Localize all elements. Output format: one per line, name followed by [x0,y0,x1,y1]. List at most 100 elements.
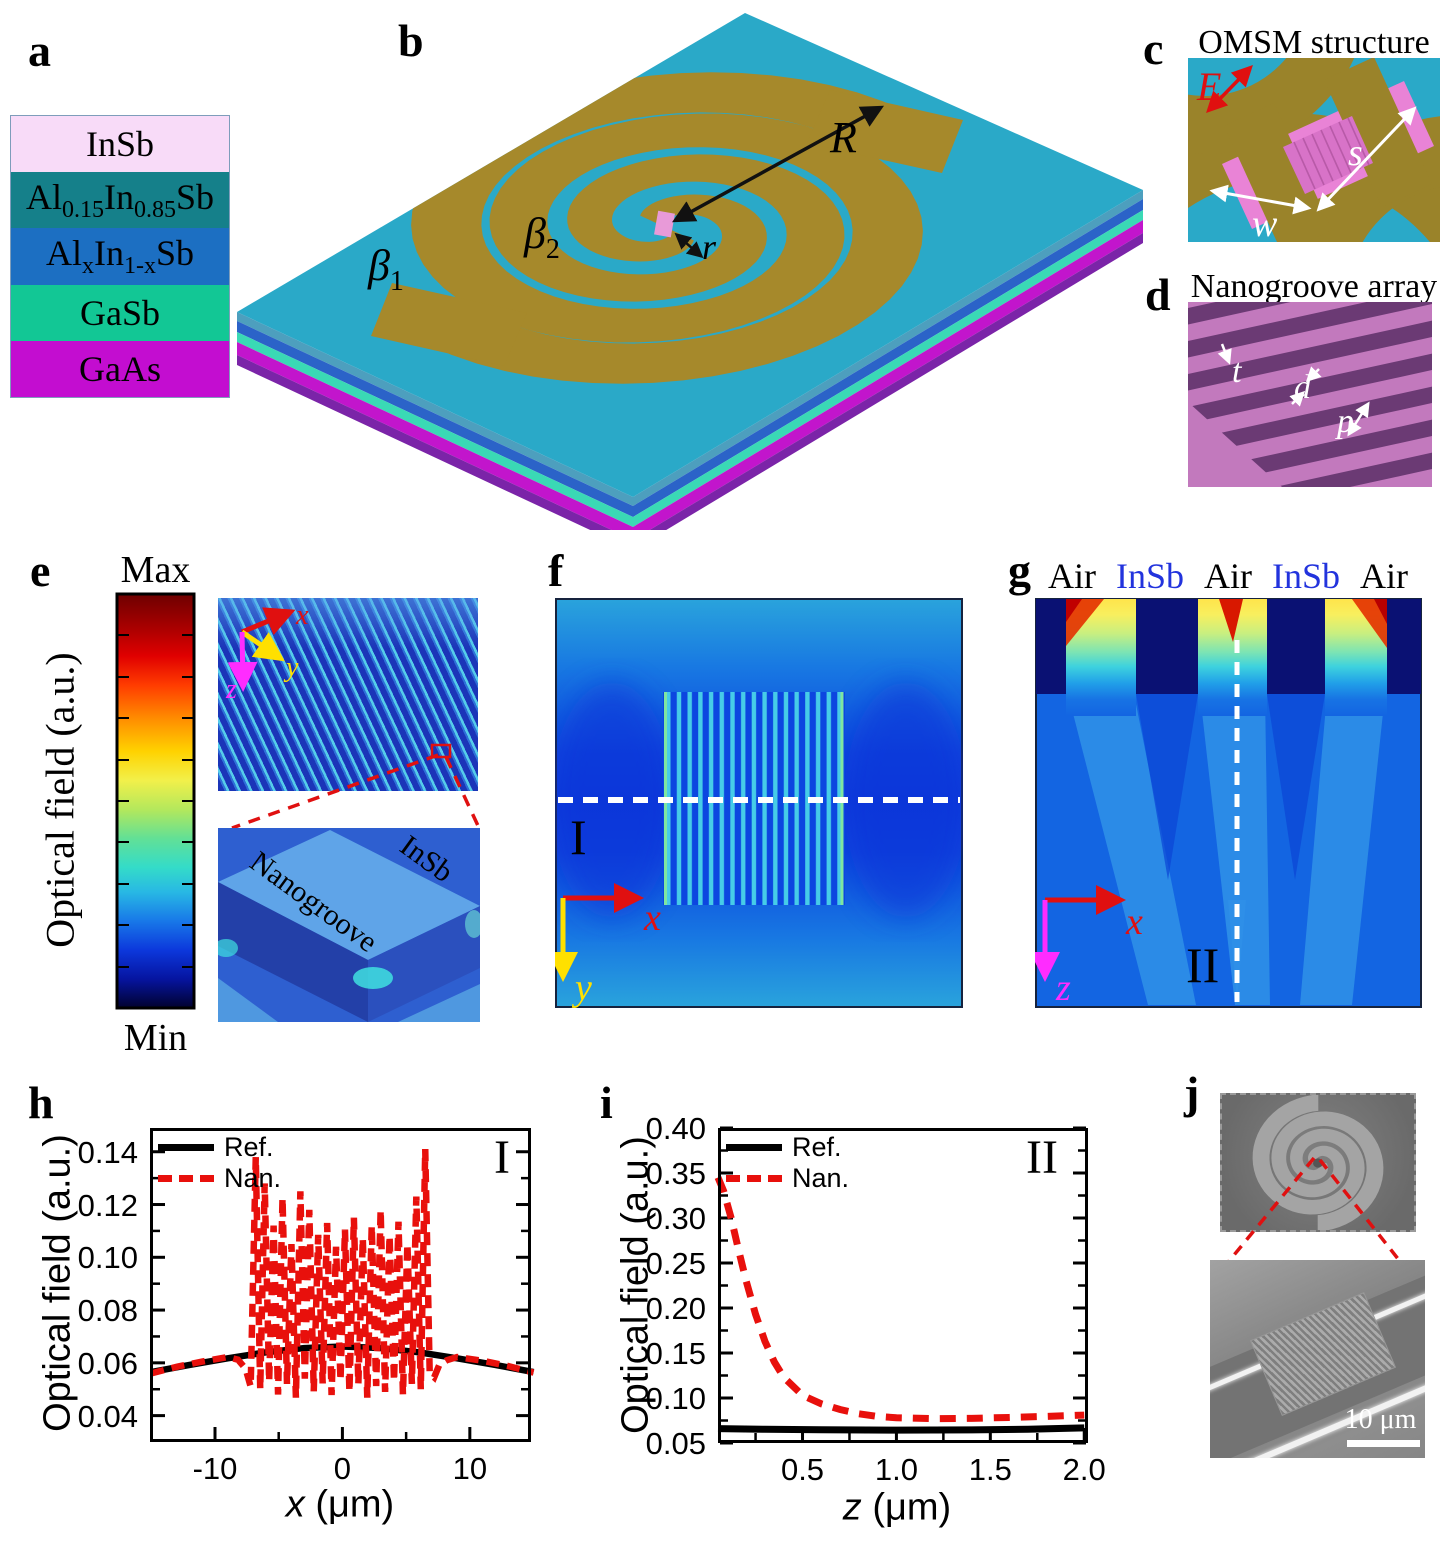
lower-ridge-left [218,978,278,1022]
beta2-label: β2 [524,208,560,266]
slab-side-magenta [237,220,1143,530]
y-tick-label: 0.06 [77,1345,138,1381]
header-insb-1: InSb [1115,556,1184,596]
w-label: w [1252,203,1278,242]
chart-i-xunit: (μm) [861,1486,952,1529]
layer-alinsb-015: Al0.15In0.85Sb [11,172,229,229]
z-axis-label-g: z [1055,967,1071,1008]
ref-legend-label-i: Ref. [792,1131,842,1162]
scale-bar [1347,1440,1420,1447]
y-axis-label: y [283,652,299,683]
scale-bar-label: 10 μm [1344,1404,1417,1435]
y-tick-label: 0.12 [77,1187,138,1223]
header-air-2: Air [1203,556,1252,596]
x-axis-arrow [241,607,296,636]
legend-row-nan: Nan. [158,1162,282,1193]
beta1-label: β1 [368,240,404,298]
inset-axes: x y z [225,600,309,705]
colorbar [115,592,196,1010]
layer-insb: InSb [11,116,229,173]
hotspot-1b [1066,599,1082,622]
nan-line-sample [158,1174,214,1182]
r-label: r [702,227,717,267]
x-tick-label: 1.0 [874,1452,918,1487]
header-air-1: Air [1048,556,1096,596]
layer-gasb-label: GaSb [80,292,160,333]
chart-i-xlabel: z (μm) [843,1487,951,1530]
ridge-front-face [368,906,480,1022]
chart-canvas [714,1126,1088,1445]
z-axis-arrow [227,631,258,692]
panel-c-title: OMSM structure [1198,24,1430,61]
ref-line-sample-i [726,1143,782,1151]
d-arrow-upper [1305,366,1322,383]
lower-ridge-right [398,984,480,1022]
y-tick-label: 0.15 [645,1336,706,1371]
d-label: d [1294,369,1312,406]
hotspot-2 [1219,599,1243,642]
header-insb-2: InSb [1271,556,1340,596]
sem-zoom-connectors [1218,1156,1412,1276]
beta2-sub: 2 [545,233,560,265]
dark-wedge-2 [1267,694,1325,880]
colorbar-title: Optical field (a.u.) [37,652,83,948]
nan-legend-label: Nan. [224,1162,282,1193]
legend-row-ref-i: Ref. [726,1131,849,1162]
x-axis-label: x [295,600,309,631]
spiral-arm-2 [405,113,923,384]
x-axis-label-g: x [1125,901,1143,943]
y-tick-label: 0.14 [77,1134,138,1170]
y-tick-label: 0.30 [645,1201,706,1236]
chart-frame [718,1128,1088,1443]
hotspot-1 [1066,599,1104,646]
panel-label-c: c [1143,23,1164,74]
layer-alinsb-015-label: Al0.15In0.85Sb [25,177,215,224]
chart-h-plot-area: -10 0 10 0.04 0.06 0.08 0.10 0.12 0.14 [78,1128,535,1486]
series-Nan. [150,1149,535,1398]
s-label: s [1348,132,1363,174]
legend-row-nan-i: Nan. [726,1163,849,1193]
E-label: E [1196,64,1221,109]
R-label: R [830,113,857,162]
zoom-line-left [231,753,439,830]
zoom-connector-lines [231,743,482,831]
colorbar-ticks [117,634,194,968]
sem-spiral-arm-2 [1271,1111,1384,1232]
chart-h-annotation: I [494,1131,510,1184]
w-dimension-arrow [1209,184,1312,215]
y-axis-arrow [240,629,285,662]
panel-label-g: g [1008,545,1031,596]
sem-zoom-line-right [1318,1158,1412,1276]
field-map-top-view: x y [555,598,963,1008]
ridge-left-face [218,882,368,1022]
chart-i-ylabel: Optical field (a.u.) [614,1136,657,1434]
E-field-arrow [1206,64,1253,114]
dark-region-right [844,682,963,918]
panel-label-h: h [28,1077,54,1128]
field-map-cross-section: x z [1035,598,1422,1008]
x-tick-label: 1.5 [968,1452,1012,1487]
chart-h-xlabel: x (μm) [286,1484,394,1527]
t-label: t [1232,353,1243,390]
slab-side-blue [237,199,1143,517]
y-tick-label: 0.05 [645,1426,706,1461]
series-Ref. [717,1424,1085,1434]
z-axis-label: z [225,674,237,705]
layer-alinsb-x: AlxIn1-xSb [11,228,229,285]
x-tick-label: -10 [192,1451,238,1486]
x-tick-label: 2.0 [1062,1452,1106,1487]
nan-line-sample-i [726,1174,782,1182]
y-tick-label: 0.40 [645,1111,706,1146]
panel-label-b: b [398,15,424,66]
s-dimension-arrow [1316,106,1417,212]
y-tick-label: 0.25 [645,1246,706,1281]
chart-h-legend: Ref. Nan. [158,1132,282,1193]
spiral-feed-tab-2 [371,283,527,366]
layer-alinsb-x-label: AlxIn1-xSb [45,233,195,280]
layer-gaas: GaAs [11,340,229,398]
chart-i-plot-area: 0.5 1.0 1.5 2.0 0.05 0.10 0.15 0.20 0.25 0.30 0.35… [646,1111,1106,1487]
sem-image-spiral [1220,1093,1416,1232]
spiral-antenna-schematic [237,13,1143,530]
nanogroove-array-inset: t d p [1188,302,1432,487]
p-arrow [1347,401,1370,437]
